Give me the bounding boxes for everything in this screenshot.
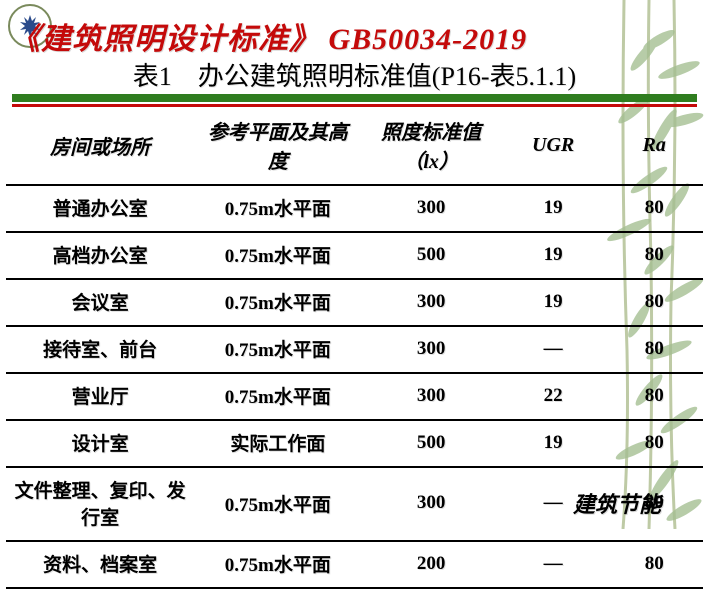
cell-room: 设计室 [6,420,194,467]
cell-ra: 80 [605,279,703,326]
cell-room: 资料、档案室 [6,541,194,588]
cell-ra: 80 [605,232,703,279]
table-row: 资料、档案室0.75m水平面200—80 [6,541,703,588]
header-ugr: UGR [501,108,606,185]
cell-ugr: 19 [501,279,606,326]
cell-room: 普通办公室 [6,185,194,232]
slide-title: 《建筑照明设计标准》 GB50034-2019 [10,14,699,58]
cell-room: 营业厅 [6,373,194,420]
table-row: 接待室、前台0.75m水平面300—80 [6,326,703,373]
slide-subtitle: 表1 办公建筑照明标准值(P16-表5.1.1) [0,56,709,93]
header-room: 房间或场所 [6,108,194,185]
header-ra: Ra [605,108,703,185]
cell-lx: 500 [361,232,500,279]
cell-lx: 300 [361,373,500,420]
cell-room: 文件整理、复印、发行室 [6,467,194,541]
cell-lx: 500 [361,420,500,467]
table-header-row: 房间或场所 参考平面及其高度 照度标准值（lx） UGR Ra [6,108,703,185]
cell-lx: 300 [361,467,500,541]
cell-ra: 80 [605,185,703,232]
cell-ref: 0.75m水平面 [194,467,361,541]
cell-ugr: 19 [501,420,606,467]
cell-ref: 0.75m水平面 [194,373,361,420]
header-ref: 参考平面及其高度 [194,108,361,185]
table-row: 会议室0.75m水平面3001980 [6,279,703,326]
cell-ugr: 22 [501,373,606,420]
cell-ref: 0.75m水平面 [194,279,361,326]
cell-ugr: 19 [501,185,606,232]
footer-label: 建筑节能 [573,487,661,519]
cell-room: 会议室 [6,279,194,326]
cell-ref: 0.75m水平面 [194,326,361,373]
cell-lx: 200 [361,541,500,588]
cell-ra: 80 [605,373,703,420]
cell-ref: 0.75m水平面 [194,232,361,279]
divider-bars [12,94,697,107]
cell-ugr: — [501,326,606,373]
header-lx: 照度标准值（lx） [361,108,500,185]
table-row: 设计室实际工作面5001980 [6,420,703,467]
table-row: 普通办公室0.75m水平面3001980 [6,185,703,232]
cell-ugr: 19 [501,232,606,279]
cell-ra: 80 [605,541,703,588]
cell-room: 接待室、前台 [6,326,194,373]
cell-room: 高档办公室 [6,232,194,279]
cell-lx: 300 [361,279,500,326]
cell-ref: 0.75m水平面 [194,541,361,588]
cell-ugr: — [501,541,606,588]
cell-ref: 0.75m水平面 [194,185,361,232]
cell-lx: 300 [361,326,500,373]
cell-ra: 80 [605,326,703,373]
cell-ra: 80 [605,420,703,467]
table-row: 高档办公室0.75m水平面5001980 [6,232,703,279]
cell-lx: 300 [361,185,500,232]
cell-ref: 实际工作面 [194,420,361,467]
table-row: 营业厅0.75m水平面3002280 [6,373,703,420]
